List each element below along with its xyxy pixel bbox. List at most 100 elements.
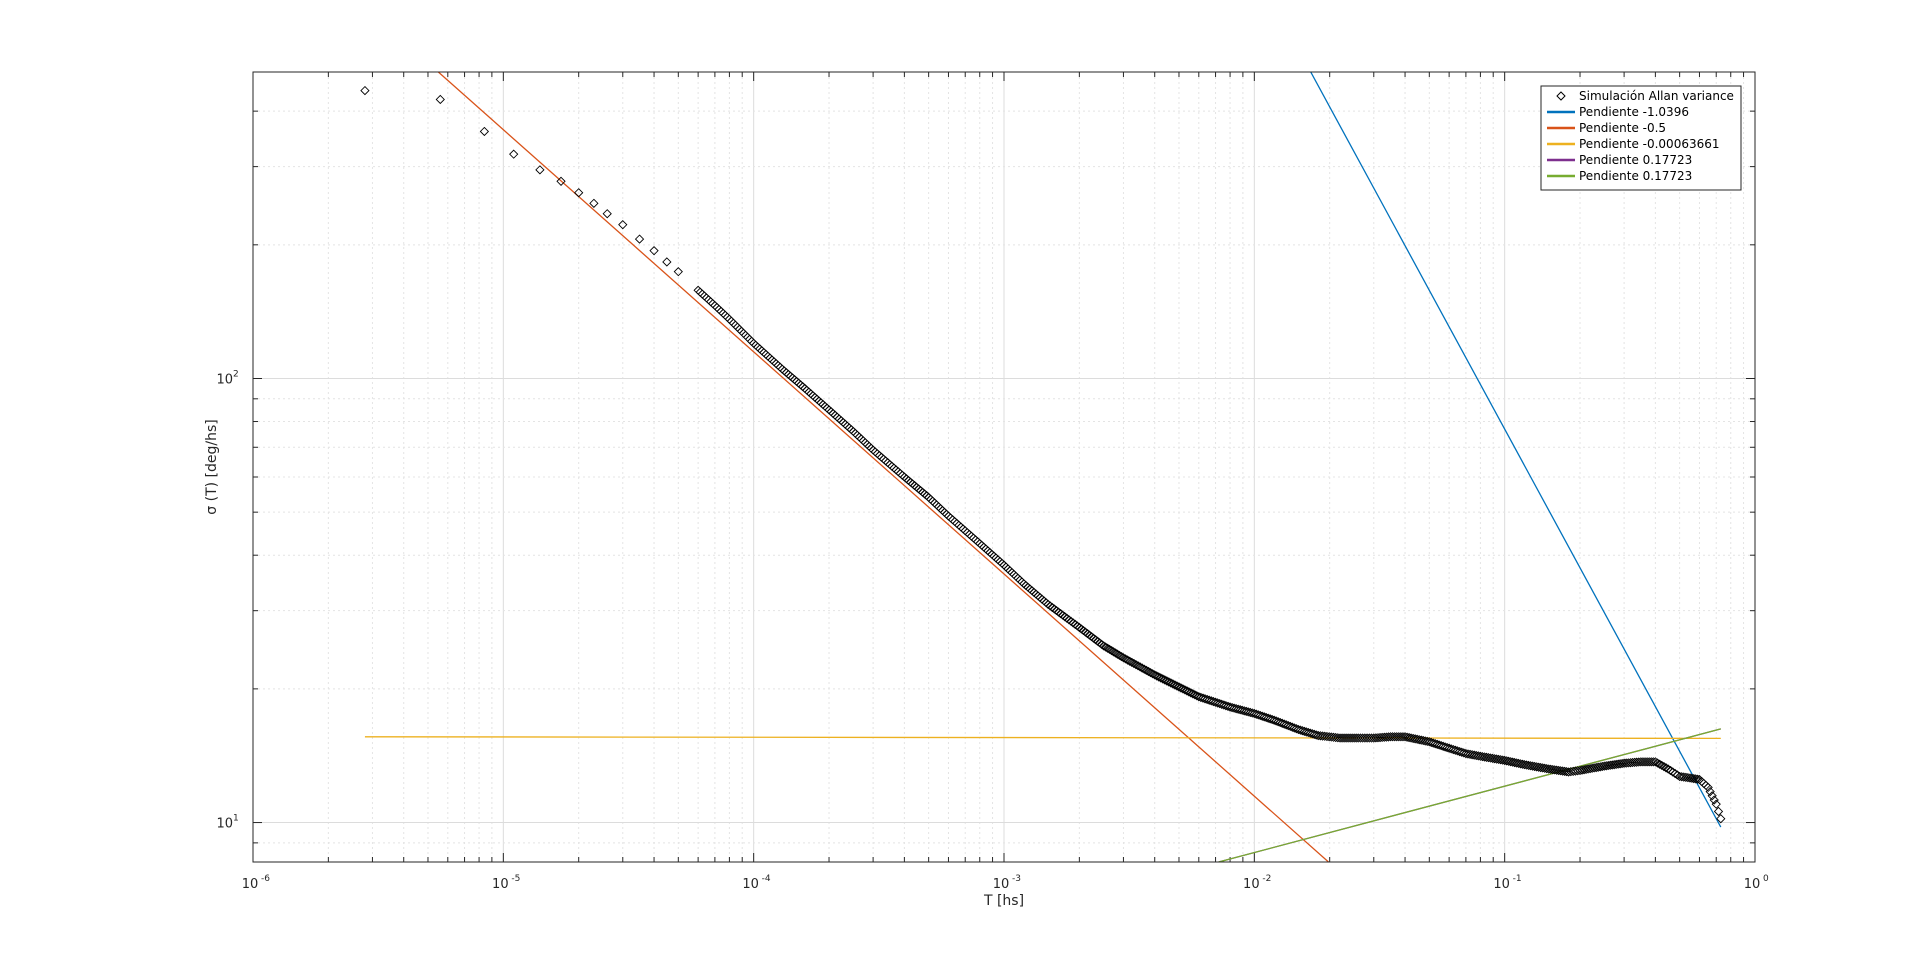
series-line-2 xyxy=(437,72,1330,862)
legend: Simulación Allan variance Pendiente -1.03… xyxy=(1540,85,1742,191)
data-marker xyxy=(1650,757,1661,767)
data-marker xyxy=(1554,765,1564,776)
data-marker xyxy=(1358,733,1368,743)
data-marker xyxy=(1705,786,1715,797)
data-marker xyxy=(1122,655,1133,665)
data-marker xyxy=(556,176,566,186)
y-tick-label-exponent: 2 xyxy=(233,369,239,379)
data-marker xyxy=(1108,647,1119,657)
data-marker xyxy=(1670,768,1680,779)
data-markers xyxy=(360,85,1726,824)
x-tick-label-exponent: -2 xyxy=(1262,874,1271,884)
data-marker xyxy=(602,209,612,219)
series-line-5 xyxy=(1218,728,1721,862)
data-marker xyxy=(1337,733,1347,743)
data-marker xyxy=(1663,764,1673,774)
data-marker xyxy=(1170,680,1180,690)
data-marker xyxy=(1640,757,1650,767)
data-marker xyxy=(1141,665,1152,675)
data-marker xyxy=(574,188,584,198)
data-marker xyxy=(1542,764,1552,774)
data-marker xyxy=(1125,656,1135,666)
x-tick-label-base: 10 xyxy=(242,877,259,892)
data-marker xyxy=(1716,814,1726,824)
data-marker xyxy=(1335,733,1345,743)
x-tick-label-base: 10 xyxy=(1243,877,1260,892)
data-marker xyxy=(1104,644,1115,655)
data-marker xyxy=(1351,733,1361,743)
data-marker xyxy=(1691,774,1701,784)
legend-marker xyxy=(1556,91,1566,101)
data-marker xyxy=(1147,669,1158,679)
data-marker xyxy=(1556,766,1566,776)
plot-series xyxy=(360,72,1726,862)
x-axis-label: T [hs] xyxy=(983,893,1024,909)
data-marker xyxy=(1100,642,1111,652)
legend-item: Pendiente -0.00063661 xyxy=(1547,137,1720,151)
x-tick-label-base: 10 xyxy=(993,877,1010,892)
data-marker xyxy=(479,126,490,137)
data-marker xyxy=(1711,799,1721,809)
y-tick-label-base: 10 xyxy=(216,372,233,387)
x-tick-label: 10 -6 xyxy=(242,874,271,892)
data-marker xyxy=(1345,733,1355,743)
data-marker xyxy=(1563,767,1574,777)
data-marker xyxy=(1364,733,1374,743)
data-marker xyxy=(1143,666,1154,677)
data-marker xyxy=(1668,767,1678,777)
data-marker xyxy=(1127,657,1137,667)
data-marker xyxy=(1158,674,1168,684)
data-marker xyxy=(1644,757,1654,767)
data-marker xyxy=(1692,774,1703,784)
x-tick-label-base: 10 xyxy=(1493,877,1510,892)
legend-item: Pendiente 0.17723 xyxy=(1547,169,1692,183)
data-marker xyxy=(1162,676,1172,686)
data-marker xyxy=(1106,645,1117,656)
data-marker xyxy=(1709,795,1719,805)
data-marker xyxy=(1172,681,1182,691)
data-marker xyxy=(634,234,645,244)
data-marker xyxy=(1131,659,1141,670)
y-tick-label-base: 10 xyxy=(216,817,233,832)
data-marker xyxy=(1652,758,1663,768)
data-marker xyxy=(1160,675,1170,685)
data-marker xyxy=(1544,764,1554,774)
x-tick-label-exponent: 0 xyxy=(1763,874,1769,884)
data-marker xyxy=(1135,662,1145,672)
data-marker xyxy=(1137,663,1147,673)
x-tick-label-base: 10 xyxy=(492,877,509,892)
data-marker xyxy=(1548,764,1558,775)
data-marker xyxy=(1112,649,1123,659)
data-marker xyxy=(1120,654,1131,664)
legend-label: Pendiente 0.17723 xyxy=(1579,153,1692,167)
data-marker xyxy=(1343,733,1353,743)
legend-label: Pendiente -0.5 xyxy=(1579,121,1666,135)
legend-item: Simulación Allan variance xyxy=(1556,89,1734,103)
x-tick-label: 10 -1 xyxy=(1493,874,1521,892)
data-marker xyxy=(649,246,659,256)
data-marker xyxy=(1156,673,1166,683)
data-marker xyxy=(1139,664,1149,674)
data-marker xyxy=(1394,732,1404,742)
legend-item: Pendiente 0.17723 xyxy=(1547,153,1692,167)
data-marker xyxy=(1164,677,1174,687)
data-marker xyxy=(1707,791,1717,801)
data-marker xyxy=(1665,765,1676,776)
data-marker xyxy=(1098,641,1109,651)
y-tick-label-exponent: 1 xyxy=(233,814,239,824)
x-tick-label-exponent: -6 xyxy=(261,874,270,884)
x-tick-label: 10 -5 xyxy=(492,874,520,892)
data-marker xyxy=(1546,764,1556,774)
data-marker xyxy=(1102,643,1113,653)
x-tick-label: 10 -4 xyxy=(742,874,771,892)
data-marker xyxy=(1390,732,1400,742)
data-marker xyxy=(1366,733,1377,743)
data-marker xyxy=(1634,757,1644,767)
data-marker xyxy=(1559,766,1570,776)
x-tick-label: 10 0 xyxy=(1744,874,1769,892)
data-marker xyxy=(1713,806,1724,817)
x-tick-label-base: 10 xyxy=(1744,877,1761,892)
data-marker xyxy=(1145,668,1156,678)
data-marker xyxy=(1687,773,1697,783)
